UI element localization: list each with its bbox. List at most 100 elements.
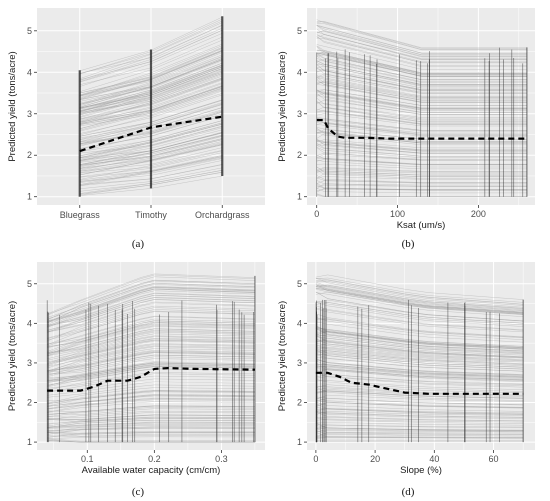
ice-line <box>315 334 524 352</box>
ice-line <box>316 116 527 131</box>
ice-line <box>47 348 255 374</box>
ice-line <box>47 276 255 315</box>
x-tick-label: 0 <box>313 454 318 464</box>
ice-line <box>47 390 255 404</box>
y-axis-title: Predicted yield (tons/acre) <box>7 301 18 411</box>
ice-line <box>316 21 527 49</box>
ice-line <box>47 408 255 415</box>
ice-line <box>315 437 524 439</box>
ice-line <box>315 274 524 300</box>
ice-line <box>47 288 255 323</box>
ice-line <box>316 156 527 165</box>
ice-line <box>315 389 524 397</box>
x-tick-label: 0.1 <box>81 454 94 464</box>
ice-line <box>47 301 255 333</box>
ice-line <box>316 138 527 154</box>
ice-line <box>47 310 255 341</box>
ice-line <box>316 127 527 140</box>
ice-line <box>316 58 527 82</box>
ice-line <box>315 396 524 406</box>
ice-line <box>315 372 524 386</box>
ice-line <box>47 299 255 331</box>
ice-line <box>315 366 524 379</box>
ice-line <box>47 432 255 438</box>
ice-line <box>316 175 527 183</box>
ice-line <box>47 384 255 398</box>
y-tick-label: 2 <box>297 398 302 408</box>
ice-line <box>315 334 524 353</box>
ice-line <box>315 342 524 361</box>
ice-line <box>316 147 527 159</box>
y-tick-label: 5 <box>27 279 32 289</box>
ice-line <box>47 352 255 376</box>
ice-line <box>47 365 255 383</box>
y-tick-label: 1 <box>297 437 302 447</box>
ice-line <box>47 372 255 391</box>
ice-line <box>315 291 524 315</box>
ice-line <box>315 280 524 306</box>
ice-line <box>315 376 524 387</box>
y-tick-label: 5 <box>297 26 302 36</box>
ice-line <box>47 425 255 433</box>
x-tick-label: Bluegrass <box>60 210 101 220</box>
ice-line <box>47 321 255 348</box>
ice-line <box>316 89 527 111</box>
ice-line <box>47 356 255 375</box>
mean-effect-line <box>47 366 255 392</box>
ice-line <box>316 163 527 170</box>
ice-line <box>316 187 527 194</box>
ice-line <box>47 292 255 327</box>
ice-line <box>315 302 524 324</box>
ice-line <box>316 154 527 161</box>
x-axis-title: Ksat (um/s) <box>397 220 446 231</box>
ice-line <box>315 390 524 399</box>
ice-line <box>316 67 527 94</box>
observation-marks <box>78 16 224 197</box>
ice-line <box>316 142 527 157</box>
ice-line <box>47 398 255 410</box>
ice-line <box>47 420 255 428</box>
ice-line <box>47 318 255 345</box>
ice-line <box>47 366 255 382</box>
ice-line <box>47 387 255 404</box>
ice-line <box>47 309 255 339</box>
ice-line <box>47 331 255 357</box>
ice-line <box>47 373 255 389</box>
ice-line <box>315 430 524 437</box>
x-tick-label: 20 <box>370 454 380 464</box>
panel-caption: (b) <box>402 238 415 250</box>
ice-line <box>315 349 524 365</box>
ice-line <box>47 354 255 373</box>
ice-line <box>47 320 255 349</box>
ice-line <box>315 308 524 333</box>
axes: 1 2 3 4 5 Bluegrass Timothy Orchardgrass <box>27 26 250 220</box>
ice-line <box>316 52 527 77</box>
y-axis-title: Predicted yield (tons/acre) <box>277 51 288 161</box>
ice-line <box>316 92 527 109</box>
ice-lines <box>316 19 527 197</box>
ice-line <box>47 328 255 357</box>
ice-line <box>316 19 527 50</box>
ice-line <box>315 277 524 308</box>
ice-line <box>316 34 527 63</box>
ice-line <box>315 347 524 363</box>
ice-line <box>316 130 527 142</box>
ice-line <box>316 180 527 184</box>
y-tick-label: 4 <box>297 318 302 328</box>
ice-line <box>316 51 527 74</box>
ice-line <box>315 433 524 438</box>
ice-line <box>316 77 527 101</box>
ice-line <box>316 73 527 93</box>
ice-line <box>316 59 527 81</box>
ice-line <box>315 352 524 366</box>
y-axis-title: Predicted yield (tons/acre) <box>277 301 288 411</box>
ice-lines <box>46 273 255 443</box>
ice-line <box>47 436 255 439</box>
ice-line <box>315 305 524 331</box>
ice-line <box>315 366 524 378</box>
ice-line <box>47 311 255 346</box>
ice-line <box>315 403 524 415</box>
ice-line <box>316 64 527 91</box>
ice-line <box>315 327 524 347</box>
